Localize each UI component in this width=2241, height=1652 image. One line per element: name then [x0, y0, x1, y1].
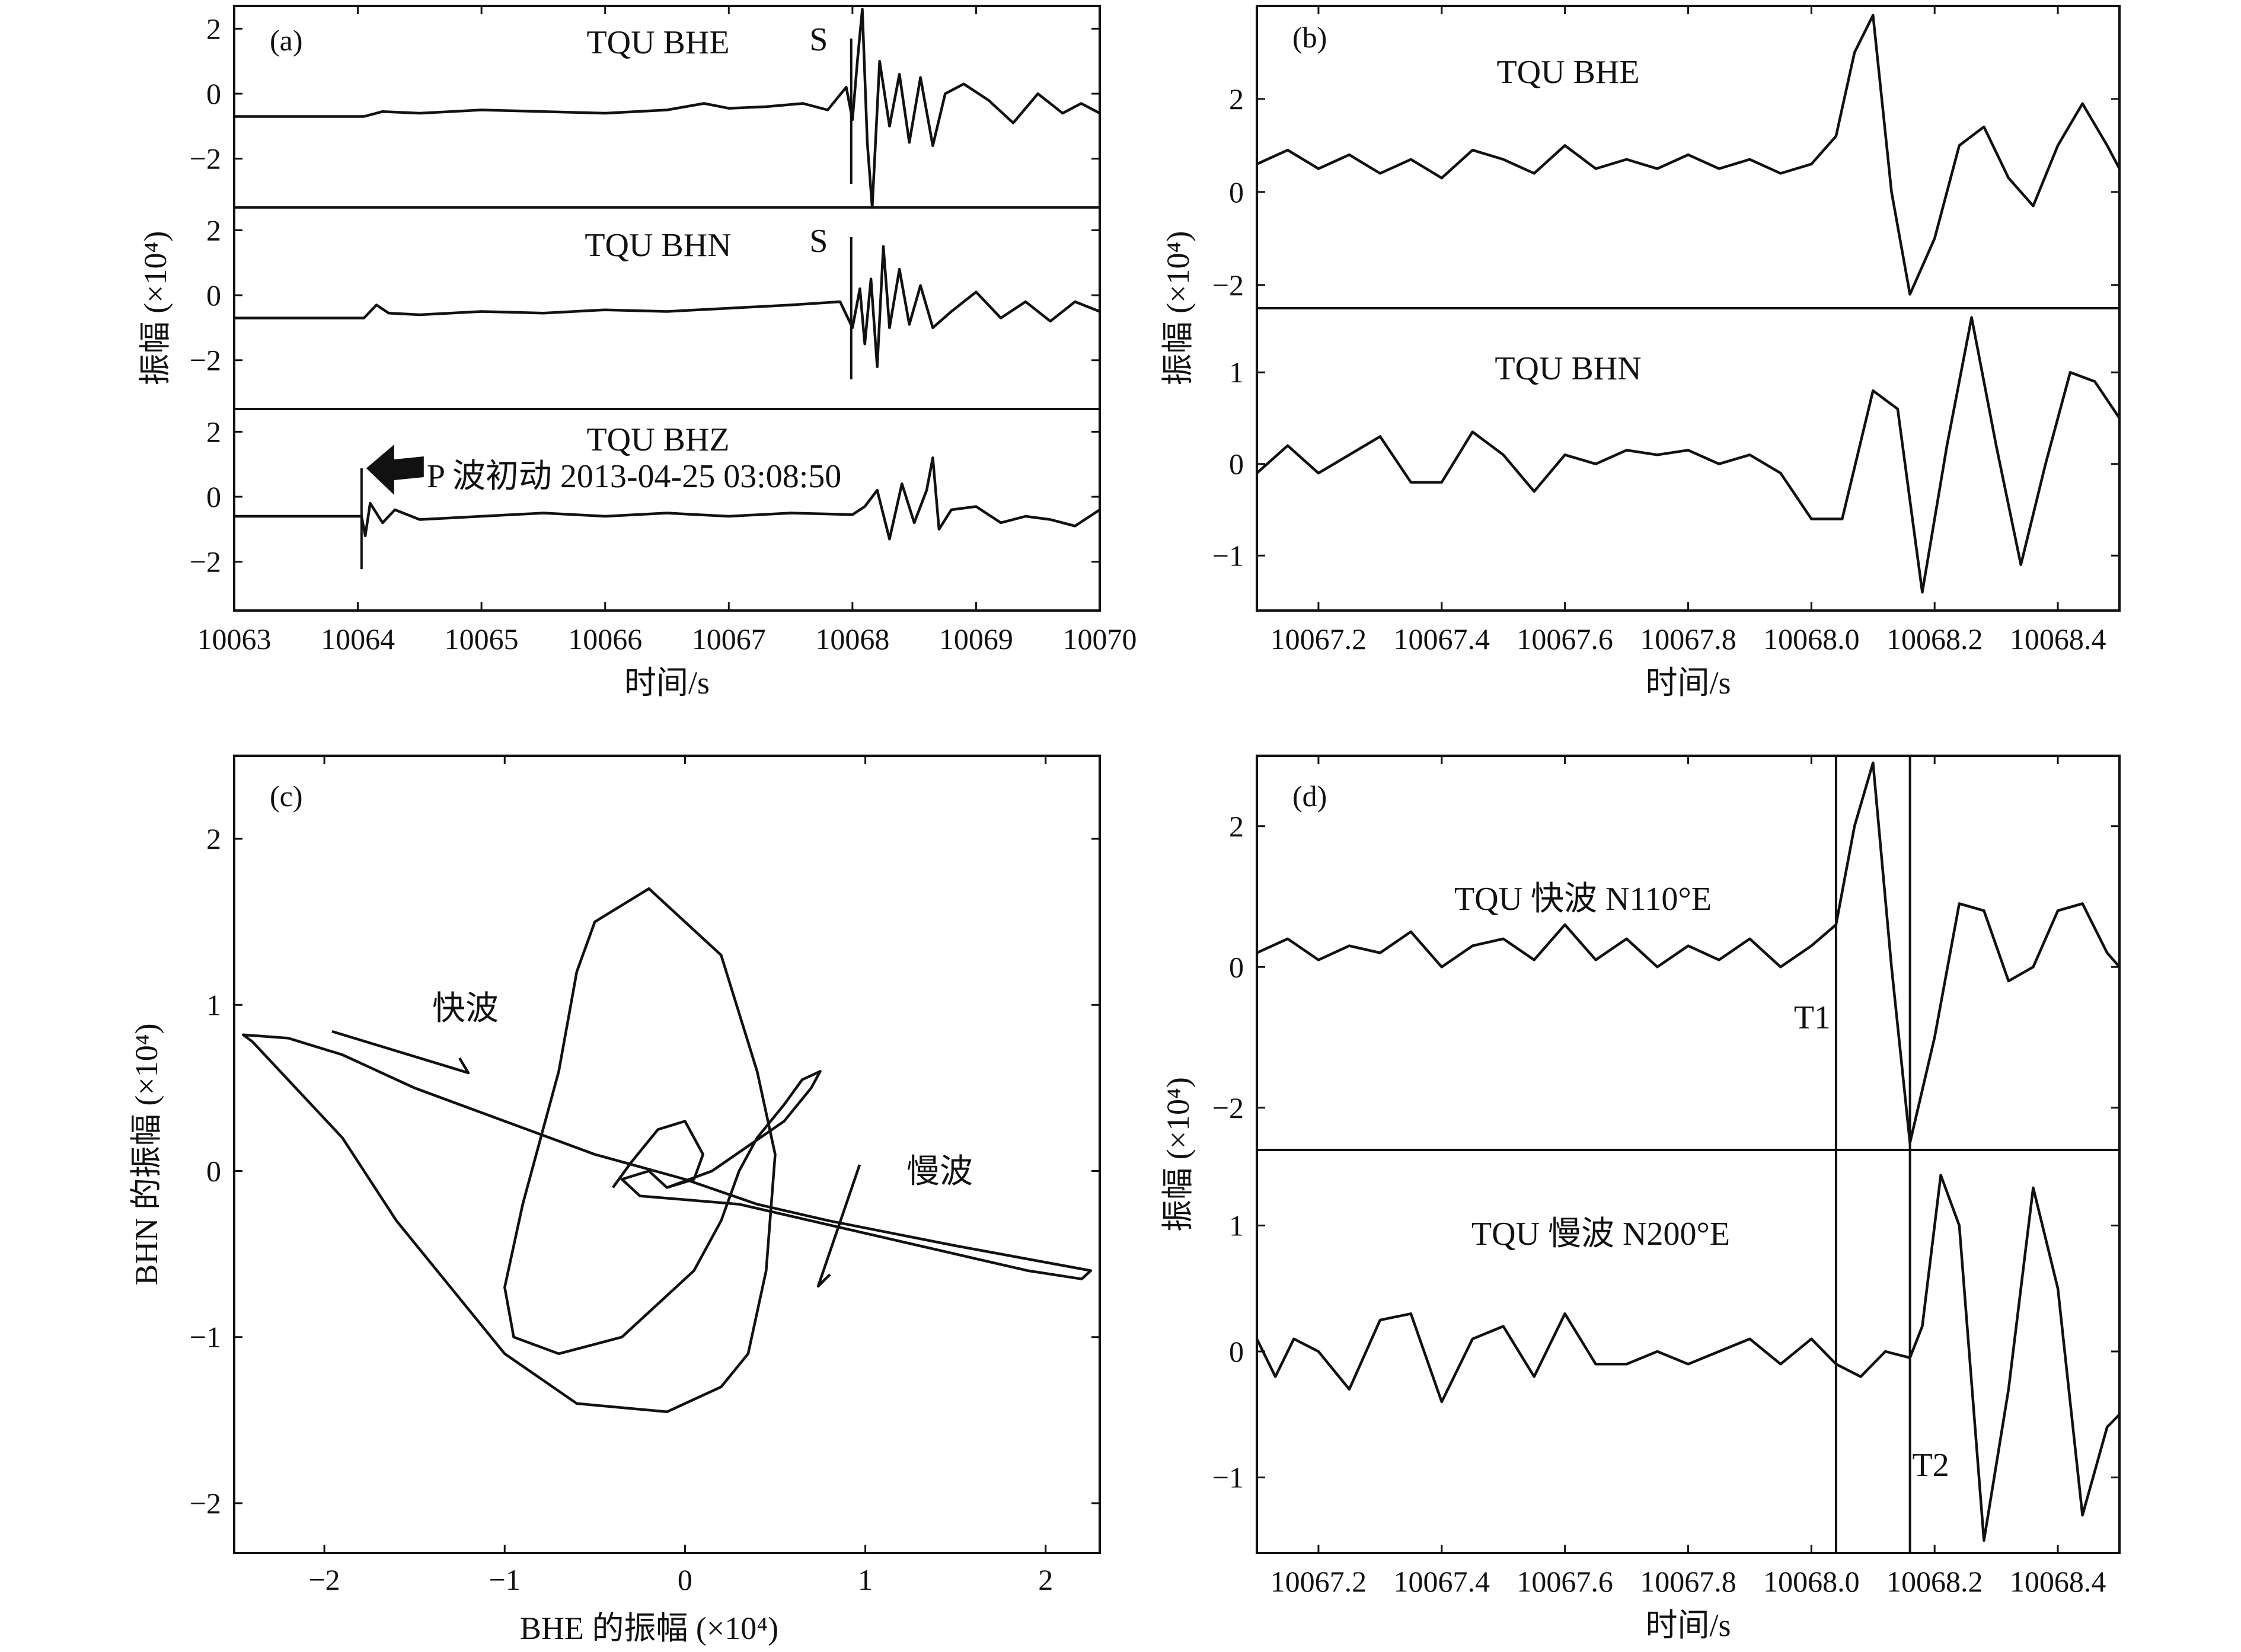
trace-label: TQU 快波 N110°E [1454, 881, 1712, 918]
x-tick-label: 10067.2 [1270, 622, 1367, 656]
subplot-frame [1256, 1149, 2121, 1554]
x-tick-label: 10067.8 [1640, 1565, 1736, 1598]
y-tick-label: 1 [206, 988, 221, 1021]
x-tick-label: 10064 [321, 622, 395, 656]
x-tick-label: 10065 [445, 622, 519, 656]
y-tick-label: −1 [1212, 1461, 1244, 1494]
x-tick-label: 10067.8 [1640, 622, 1736, 656]
trace-label: TQU BHE [586, 24, 729, 61]
panel-label: (c) [270, 779, 303, 813]
panel-label: (d) [1292, 779, 1327, 813]
x-axis-title: 时间/s [1645, 1608, 1731, 1643]
y-tick-label: −2 [1212, 1091, 1244, 1124]
series-line [234, 8, 1101, 209]
y-axis-title: BHN 的振幅 (×10⁴) [129, 1023, 164, 1285]
x-tick-label: 10068.0 [1763, 1565, 1860, 1598]
x-tick-label: 10068.0 [1763, 622, 1860, 656]
panel-label: (a) [270, 24, 303, 57]
x-tick-label: 10067.6 [1517, 1565, 1613, 1598]
particle-motion-path [241, 887, 1093, 1414]
x-tick-label: 10068.2 [1886, 622, 1983, 656]
x-tick-label: 10068.4 [2010, 1565, 2106, 1598]
x-tick-label: 0 [678, 1563, 692, 1596]
y-tick-label: −1 [190, 1321, 221, 1354]
series-line [1256, 761, 2121, 1145]
y-tick-label: 2 [206, 415, 221, 448]
x-tick-label: 10067.2 [1270, 1565, 1367, 1598]
y-tick-label: 0 [1229, 175, 1244, 209]
y-tick-label: 0 [1229, 448, 1244, 481]
x-tick-label: 10068.4 [2010, 622, 2106, 656]
y-tick-label: 2 [206, 12, 221, 45]
x-tick-label: 10063 [197, 622, 272, 656]
plot-frame [233, 755, 1101, 1554]
y-tick-label: 1 [1229, 1209, 1244, 1242]
y-axis-title: 振幅 (×10⁴) [1160, 231, 1196, 386]
trace-label: TQU BHN [585, 227, 731, 264]
y-tick-label: 0 [206, 77, 221, 110]
trace-label: TQU BHZ [586, 421, 729, 458]
y-tick-label: 2 [1229, 810, 1244, 843]
s-arrival-label: S [809, 21, 828, 58]
x-axis-title: 时间/s [1645, 665, 1731, 701]
series-line [1256, 316, 2121, 594]
time-marker-label: T1 [1794, 999, 1831, 1036]
y-tick-label: 0 [206, 1155, 221, 1188]
subplot-frame [1256, 755, 2121, 1151]
y-axis-title: 振幅 (×10⁴) [1160, 1077, 1196, 1232]
x-tick-label: 10070 [1063, 622, 1137, 656]
x-axis-title: 时间/s [624, 665, 710, 701]
y-tick-label: 2 [206, 822, 221, 855]
panel-label: (b) [1292, 21, 1327, 54]
y-tick-label: 0 [1229, 950, 1244, 983]
slow-wave-direction-indicator [816, 1164, 861, 1288]
y-tick-label: −2 [190, 545, 221, 579]
x-axis-title: BHE 的振幅 (×10⁴) [520, 1611, 778, 1646]
x-tick-label: −1 [489, 1563, 521, 1596]
y-tick-label: −2 [190, 344, 221, 377]
y-tick-label: 0 [206, 279, 221, 312]
x-tick-label: 10067.4 [1394, 622, 1490, 656]
trace-label: TQU BHE [1496, 54, 1639, 91]
y-tick-label: 0 [206, 480, 221, 513]
time-marker-label: T2 [1913, 1447, 1949, 1484]
p-arrival-annotation: P 波初动 2013-04-25 03:08:50 [427, 458, 841, 495]
x-tick-label: 10069 [939, 622, 1013, 656]
x-tick-label: 1 [858, 1563, 873, 1596]
x-tick-label: 10067.6 [1517, 622, 1613, 656]
subplot-frame [1256, 5, 2121, 309]
fast-wave-direction-indicator [331, 1030, 470, 1075]
y-tick-label: 2 [206, 213, 221, 247]
x-tick-label: 10067 [692, 622, 766, 656]
y-tick-label: −2 [190, 142, 221, 175]
series-line [234, 456, 1101, 541]
s-arrival-label: S [809, 223, 828, 260]
p-arrival-arrow-icon [366, 445, 424, 495]
y-tick-label: −1 [1212, 539, 1244, 572]
x-tick-label: 10066 [568, 622, 642, 656]
trace-label: TQU 慢波 N200°E [1471, 1216, 1730, 1252]
slow-wave-label: 慢波 [906, 1153, 973, 1190]
y-axis-title: 振幅 (×10⁴) [138, 231, 173, 386]
x-tick-label: 10068 [815, 622, 889, 656]
series-line [1255, 1174, 2121, 1542]
x-tick-label: 10067.4 [1394, 1565, 1490, 1598]
fast-wave-label: 快波 [432, 990, 499, 1027]
y-tick-label: −2 [1212, 269, 1244, 302]
x-tick-label: −2 [308, 1563, 340, 1596]
x-tick-label: 2 [1038, 1563, 1053, 1596]
x-tick-label: 10068.2 [1886, 1565, 1983, 1598]
subplot-frame [1256, 307, 2121, 612]
series-line [1256, 14, 2121, 296]
y-tick-label: 0 [1229, 1335, 1244, 1368]
y-tick-label: −2 [190, 1487, 221, 1520]
series-line [234, 245, 1100, 368]
trace-label: TQU BHN [1495, 350, 1641, 387]
y-tick-label: 1 [1229, 356, 1244, 389]
y-tick-label: 2 [1229, 82, 1244, 116]
